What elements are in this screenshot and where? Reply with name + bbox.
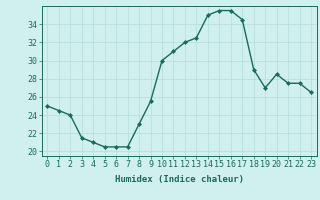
X-axis label: Humidex (Indice chaleur): Humidex (Indice chaleur) <box>115 175 244 184</box>
